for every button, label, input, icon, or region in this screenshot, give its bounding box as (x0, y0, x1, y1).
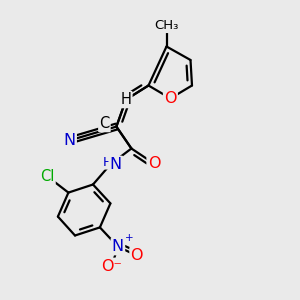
Text: H: H (121, 92, 131, 107)
Text: +: + (124, 233, 133, 243)
Text: N: N (112, 239, 124, 254)
Text: N: N (64, 133, 76, 148)
Text: O: O (148, 156, 160, 171)
Text: Cl: Cl (40, 169, 55, 184)
Text: O⁻: O⁻ (101, 259, 122, 274)
Text: O: O (130, 248, 143, 263)
Text: C: C (99, 116, 110, 131)
Text: N: N (110, 157, 122, 172)
Text: O: O (164, 91, 177, 106)
Text: CH₃: CH₃ (154, 19, 179, 32)
Text: H: H (103, 155, 113, 169)
